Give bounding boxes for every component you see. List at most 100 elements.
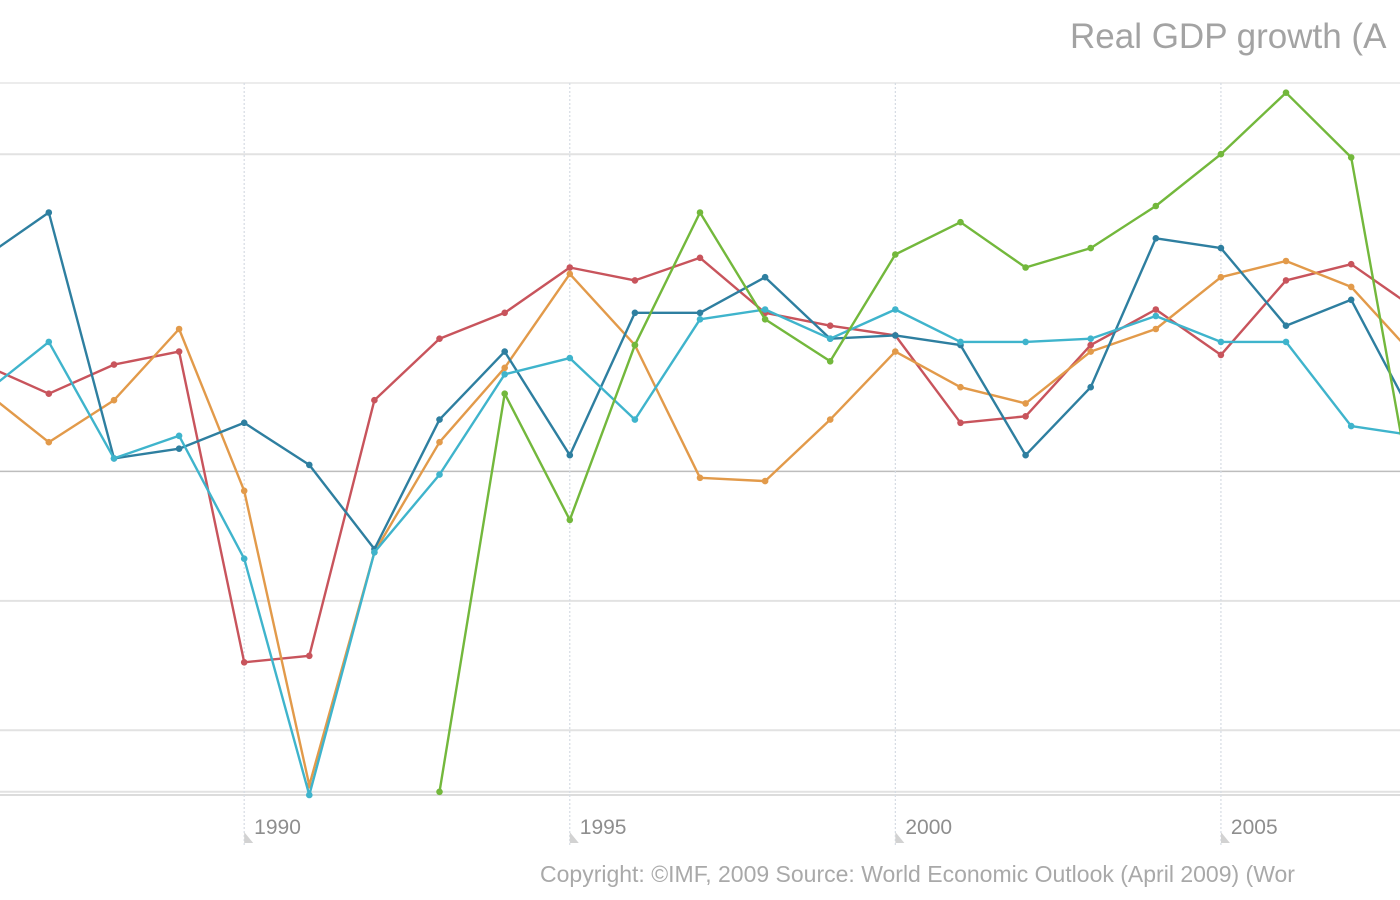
series-point — [1217, 338, 1225, 346]
tick-layer: 1990 1995 2000 2005 — [244, 816, 1278, 843]
series-point — [436, 471, 443, 478]
series-point — [566, 354, 574, 362]
series-point — [110, 396, 118, 404]
series-point — [1217, 150, 1225, 158]
series-point — [1347, 154, 1355, 161]
series-point — [501, 371, 509, 378]
series-point — [696, 209, 704, 216]
series-point — [240, 419, 248, 427]
series-point — [240, 659, 248, 666]
series-layer — [0, 89, 1400, 799]
series-point — [436, 438, 443, 446]
series-point — [761, 316, 769, 323]
x-tick-marker — [244, 832, 254, 843]
series-point — [696, 254, 704, 262]
series-point — [45, 209, 53, 216]
series-point — [175, 445, 183, 453]
grid-layer — [0, 82, 1400, 845]
series-point — [631, 277, 639, 284]
series-point — [436, 416, 443, 423]
series-point — [240, 487, 248, 495]
series-point — [240, 555, 248, 562]
series-point — [1217, 273, 1225, 281]
series-point — [45, 338, 53, 346]
series-point — [631, 341, 639, 349]
series-point — [1087, 244, 1094, 252]
x-tick-marker — [895, 832, 905, 843]
series-point — [957, 383, 964, 391]
series-point — [306, 791, 313, 799]
series-line — [438, 91, 1400, 792]
series-line — [0, 308, 1400, 797]
series-point — [1152, 202, 1160, 210]
series-point — [957, 338, 964, 346]
series-point — [45, 390, 53, 398]
series-point — [436, 788, 443, 796]
series-point — [175, 432, 183, 440]
series-point — [1282, 322, 1290, 330]
series-point — [1282, 338, 1290, 346]
series-point — [631, 309, 639, 317]
series-point — [566, 270, 574, 278]
series-point — [1282, 89, 1290, 96]
series-point — [1347, 296, 1355, 304]
series-point — [1087, 348, 1094, 355]
series-point — [1087, 341, 1094, 349]
series-point — [501, 309, 509, 317]
x-tick-marker — [569, 832, 579, 843]
series-point — [826, 416, 834, 423]
series-point — [566, 451, 574, 459]
series-point — [45, 438, 53, 446]
series-point — [696, 316, 704, 323]
series-point — [1152, 306, 1160, 313]
series-point — [826, 358, 834, 365]
series-point — [1347, 260, 1355, 268]
series-point — [761, 306, 769, 313]
series-point — [1217, 351, 1225, 359]
series-point — [1152, 312, 1160, 320]
series-point — [306, 461, 313, 469]
series-point — [110, 361, 118, 368]
series-point — [1022, 400, 1029, 407]
series-point — [696, 474, 704, 482]
x-tick-label: 2005 — [1231, 816, 1278, 839]
series-point — [371, 549, 378, 556]
series-point — [306, 652, 313, 660]
series-point — [436, 335, 443, 343]
chart-title: Real GDP growth (A — [1070, 17, 1387, 56]
x-tick-label: 2000 — [905, 816, 952, 839]
series-point — [826, 335, 834, 343]
series-point — [957, 419, 964, 427]
series-point — [566, 516, 574, 524]
series-point — [1347, 422, 1355, 430]
series-point — [110, 455, 118, 462]
series-point — [501, 364, 509, 372]
series-point — [892, 306, 899, 313]
series-point — [1347, 283, 1355, 291]
series-point — [761, 273, 769, 281]
series-point — [1022, 451, 1029, 459]
series-point — [1087, 383, 1094, 391]
series-point — [1022, 338, 1029, 346]
series-line — [0, 259, 1400, 787]
series-point — [175, 325, 183, 333]
series-point — [1152, 325, 1160, 333]
series-point — [1217, 244, 1225, 252]
series-point — [1152, 235, 1160, 242]
series-point — [892, 348, 899, 355]
x-tick-label: 1990 — [254, 816, 301, 839]
x-tick-marker — [1220, 832, 1230, 843]
series-point — [566, 264, 574, 271]
series-point — [696, 309, 704, 317]
series-point — [1282, 277, 1290, 284]
series-point — [892, 332, 899, 339]
series-point — [631, 416, 639, 423]
series-point — [501, 390, 509, 398]
series-point — [501, 348, 509, 355]
series-point — [1022, 264, 1029, 271]
series-point — [957, 218, 964, 226]
series-point — [1282, 257, 1290, 265]
series-point — [826, 322, 834, 330]
